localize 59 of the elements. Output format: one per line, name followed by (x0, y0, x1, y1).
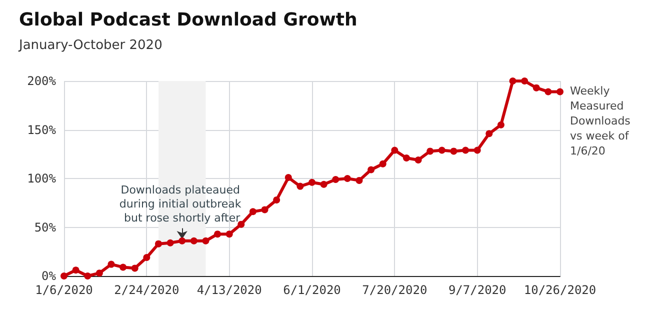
point (356, 176, 363, 184)
point (320, 180, 328, 188)
y-tick-label: 50% (34, 220, 57, 234)
point (84, 272, 92, 280)
point (72, 266, 80, 274)
point (261, 206, 268, 214)
y-tick-label: 150% (27, 122, 57, 137)
point (284, 174, 292, 182)
point (143, 254, 150, 261)
y-tick-label: 200% (27, 74, 57, 88)
point (509, 78, 516, 84)
x-tick-label: 1/6/2020 (35, 283, 93, 297)
point (60, 272, 68, 280)
x-tick-label: 2/24/2020 (114, 283, 180, 297)
point (391, 146, 398, 154)
x-tick-label: 9/7/2020 (448, 283, 506, 297)
point (426, 148, 434, 155)
chart-subtitle: January-October 2020 (18, 38, 162, 53)
chart-title: Global Podcast Download Growth (19, 10, 358, 30)
point (521, 78, 528, 84)
point (249, 208, 256, 216)
point (190, 237, 198, 244)
annotation: Downloads plateaued during initial outbreak but rose shortly after (119, 184, 245, 225)
point (462, 146, 470, 154)
point (166, 239, 174, 246)
point (96, 270, 103, 277)
x-tick-label: 10/26/2020 (524, 283, 596, 297)
point (178, 237, 186, 244)
point (308, 178, 316, 186)
point (273, 196, 280, 204)
y-tick-label: 0% (42, 269, 57, 283)
point (379, 160, 386, 168)
point (414, 156, 422, 164)
point (544, 88, 552, 96)
point (450, 148, 458, 155)
y-tick-label: 100% (27, 172, 57, 186)
point (120, 264, 127, 271)
point (474, 146, 481, 154)
point (131, 264, 138, 272)
x-tick-label: 7/20/2020 (362, 283, 428, 297)
point (532, 84, 540, 92)
point (402, 154, 410, 162)
series-label: Weekly Measured Downloads vs week of 1/6/20 (570, 84, 634, 158)
point (556, 88, 564, 96)
point (202, 237, 210, 244)
point (214, 230, 222, 238)
point (238, 220, 245, 228)
point (438, 146, 446, 154)
point (486, 130, 493, 138)
x-tick-label: 4/13/2020 (196, 283, 262, 297)
point (368, 166, 375, 174)
point (344, 175, 351, 182)
point (497, 121, 504, 128)
x-tick-label: 6/1/2020 (283, 283, 341, 297)
point (108, 260, 115, 268)
point (296, 182, 304, 190)
point (226, 230, 233, 238)
point (332, 176, 340, 183)
point (154, 240, 162, 248)
